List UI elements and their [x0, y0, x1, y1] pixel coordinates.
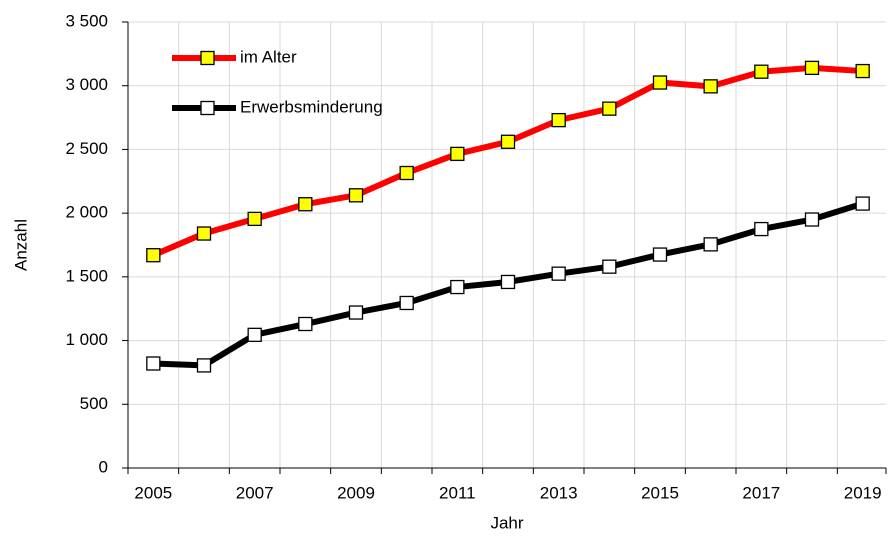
marker: [450, 146, 465, 162]
x-axis-title: Jahr: [490, 513, 523, 532]
x-tick-label: 2013: [540, 483, 578, 502]
y-tick-label: 500: [80, 394, 108, 413]
marker: [196, 358, 212, 373]
marker: [298, 197, 313, 212]
marker: [298, 316, 313, 332]
marker: [602, 101, 617, 116]
marker: [703, 237, 718, 252]
marker: [652, 247, 668, 262]
marker: [754, 64, 769, 79]
marker: [804, 212, 820, 227]
marker: [348, 305, 364, 320]
y-tick-label: 1 500: [65, 266, 108, 285]
x-tick-label: 2005: [134, 483, 172, 502]
x-tick-label: 2017: [742, 483, 780, 502]
marker: [703, 79, 718, 94]
legend-label: Erwerbsminderung: [240, 97, 383, 116]
y-tick-label: 3 000: [65, 75, 108, 94]
marker: [399, 165, 414, 181]
marker: [551, 112, 566, 128]
marker: [247, 211, 262, 227]
legend-label: im Alter: [240, 47, 297, 66]
y-tick-label: 2 000: [65, 203, 108, 222]
marker: [146, 248, 161, 263]
y-tick-label: 0: [99, 457, 108, 476]
y-axis-title: Anzahl: [11, 219, 30, 271]
marker: [450, 279, 465, 295]
marker: [500, 134, 516, 149]
y-tick-label: 2 500: [65, 139, 108, 158]
legend-marker: [200, 50, 215, 66]
y-tick-label: 1 000: [65, 330, 108, 349]
marker: [602, 259, 617, 274]
marker: [652, 75, 668, 90]
legend-marker: [200, 100, 215, 116]
marker: [399, 295, 414, 311]
marker: [754, 221, 769, 237]
marker: [500, 274, 516, 290]
marker: [146, 356, 161, 371]
x-tick-label: 2007: [236, 483, 274, 502]
marker: [196, 226, 212, 241]
marker: [855, 196, 870, 211]
marker: [551, 266, 566, 281]
x-tick-label: 2015: [641, 483, 679, 502]
marker: [247, 327, 262, 342]
marker: [804, 60, 820, 76]
x-tick-label: 2011: [439, 483, 476, 502]
y-tick-label: 3 500: [65, 11, 108, 30]
x-tick-label: 2009: [337, 483, 375, 502]
marker: [348, 188, 364, 203]
marker: [855, 63, 870, 79]
x-tick-label: 2019: [844, 483, 882, 502]
